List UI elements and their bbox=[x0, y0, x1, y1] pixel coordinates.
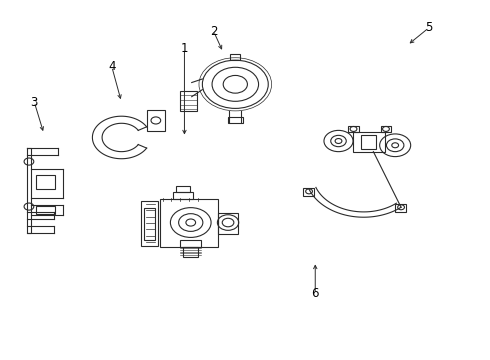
Bar bbox=[144, 208, 155, 240]
Text: 6: 6 bbox=[312, 287, 319, 300]
Text: 3: 3 bbox=[30, 95, 38, 108]
Bar bbox=[173, 192, 193, 199]
Bar bbox=[160, 199, 219, 247]
Bar bbox=[361, 135, 376, 149]
Bar bbox=[227, 117, 243, 123]
Bar bbox=[147, 110, 165, 131]
Text: 4: 4 bbox=[108, 60, 116, 73]
Text: 5: 5 bbox=[425, 21, 433, 34]
Text: 2: 2 bbox=[210, 24, 217, 38]
Bar bbox=[219, 213, 238, 234]
Bar bbox=[348, 126, 359, 132]
Bar bbox=[381, 126, 392, 132]
Bar bbox=[303, 188, 314, 195]
Bar bbox=[180, 91, 196, 111]
Bar bbox=[353, 132, 385, 152]
Bar bbox=[36, 206, 55, 214]
Bar bbox=[230, 54, 240, 60]
Bar bbox=[395, 204, 406, 212]
Bar bbox=[183, 247, 197, 257]
Bar bbox=[176, 186, 190, 192]
Bar bbox=[180, 240, 201, 247]
Bar bbox=[36, 175, 55, 189]
Text: 1: 1 bbox=[181, 42, 188, 55]
Bar bbox=[141, 201, 158, 246]
